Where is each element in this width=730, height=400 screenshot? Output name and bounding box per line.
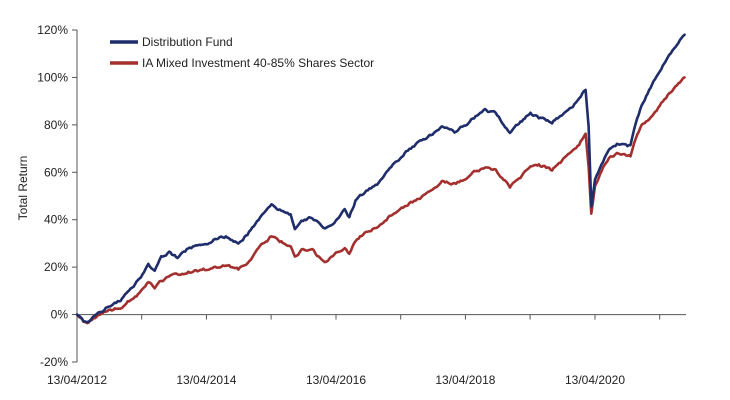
y-tick-label: 120%	[37, 23, 68, 37]
y-tick-label: 20%	[44, 260, 68, 274]
y-axis-title: Total Return	[16, 156, 30, 221]
x-tick-label: 13/04/2018	[435, 373, 495, 387]
series-line	[75, 33, 686, 324]
y-tick-label: -20%	[40, 355, 68, 369]
y-tick-label: 80%	[44, 118, 68, 132]
y-tick-label: 40%	[44, 213, 68, 227]
legend-label: IA Mixed Investment 40-85% Shares Sector	[142, 56, 374, 70]
y-tick-label: 60%	[44, 165, 68, 179]
x-tick-label: 13/04/2020	[565, 373, 625, 387]
x-tick-label: 13/04/2016	[306, 373, 366, 387]
x-axis: 13/04/2012 13/04/2014 13/04/2016 13/04/2018…	[47, 314, 686, 387]
y-tick-label: 100%	[37, 70, 68, 84]
y-tick-label: 0%	[51, 308, 69, 322]
x-tick-label: 13/04/2012	[47, 373, 107, 387]
x-tick-label: 13/04/2014	[176, 373, 236, 387]
legend: Distribution Fund IA Mixed Investment 40-…	[110, 35, 374, 70]
legend-label: Distribution Fund	[142, 35, 233, 49]
series-layer	[75, 33, 686, 325]
series-line	[75, 76, 686, 325]
y-axis: -20% 0% 20% 40% 60% 80% 100% 120%	[37, 23, 78, 369]
